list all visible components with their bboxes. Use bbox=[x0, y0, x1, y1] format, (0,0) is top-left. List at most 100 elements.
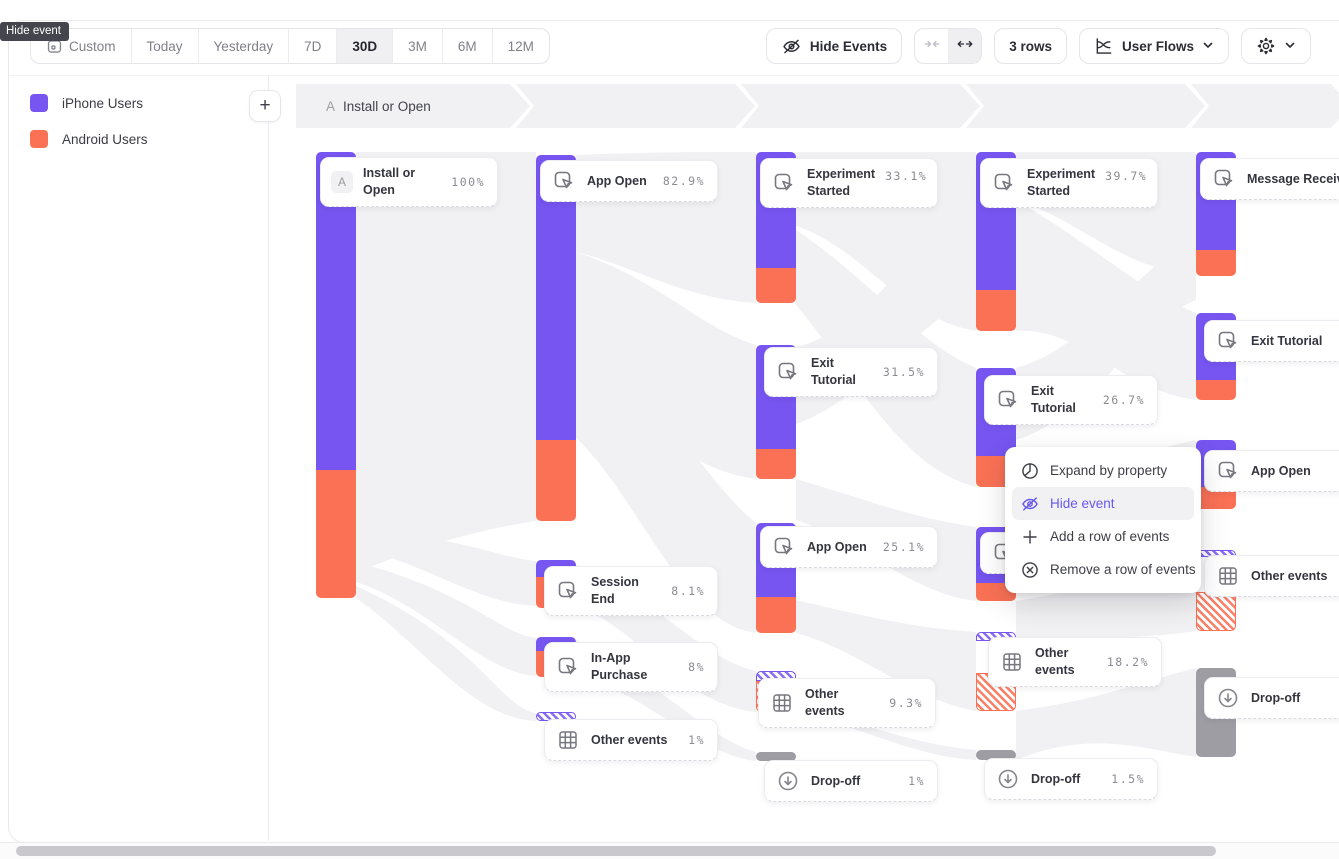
flow-bar-segment bbox=[756, 752, 796, 761]
rows-label: 3 rows bbox=[1009, 38, 1052, 54]
step-segment-1[interactable]: A Install or Open bbox=[296, 84, 530, 128]
event-card[interactable]: Exit Tutorial bbox=[1204, 320, 1339, 362]
step-segment-3[interactable] bbox=[741, 84, 980, 128]
legend-item-iphone[interactable]: iPhone Users bbox=[30, 94, 148, 112]
date-range-label: 7D bbox=[304, 38, 322, 54]
event-name: Other events bbox=[805, 687, 845, 718]
event-card[interactable]: Experiment Started 33.1% bbox=[760, 158, 938, 208]
tap-icon bbox=[555, 578, 581, 604]
event-name: Exit Tutorial bbox=[811, 356, 856, 387]
circle-x-icon bbox=[1020, 560, 1040, 580]
event-name: Drop-off bbox=[1031, 771, 1081, 786]
chevron-down-icon bbox=[1284, 39, 1296, 54]
collapse-expand-toggle bbox=[914, 28, 983, 64]
date-range-30d[interactable]: 30D bbox=[337, 29, 394, 63]
tap-icon bbox=[555, 654, 581, 680]
event-card[interactable]: Other events 18.2% bbox=[988, 637, 1162, 687]
legend: iPhone Users Android Users bbox=[30, 94, 148, 166]
date-range-3m[interactable]: 3M bbox=[393, 29, 443, 63]
date-range-label: 12M bbox=[507, 38, 534, 54]
tap-icon bbox=[775, 359, 801, 385]
sidebar-divider bbox=[268, 76, 269, 841]
date-range-label: 30D bbox=[352, 38, 378, 54]
date-range-yesterday[interactable]: Yesterday bbox=[199, 29, 290, 63]
hide-event-tooltip: Hide event bbox=[0, 22, 69, 41]
event-card[interactable]: Exit Tutorial 26.7% bbox=[984, 375, 1158, 425]
tap-icon bbox=[1215, 328, 1241, 354]
event-card[interactable]: App Open 25.1% bbox=[760, 526, 938, 568]
event-card[interactable]: Message Received bbox=[1200, 158, 1339, 200]
event-card[interactable]: In-App Purchase 8% bbox=[544, 642, 718, 692]
legend-label: iPhone Users bbox=[62, 95, 144, 111]
event-card[interactable]: App Open bbox=[1204, 450, 1339, 492]
date-range-today[interactable]: Today bbox=[132, 29, 199, 63]
chevron-down-icon bbox=[1202, 39, 1214, 54]
split-circle-icon bbox=[1020, 461, 1040, 481]
event-name: Install or Open bbox=[363, 166, 416, 197]
settings-button[interactable] bbox=[1241, 28, 1311, 64]
menu-item-add-row[interactable]: Add a row of events bbox=[1012, 520, 1194, 553]
event-card[interactable]: Experiment Started 39.7% bbox=[980, 158, 1158, 208]
flow-bar-segment bbox=[976, 290, 1016, 331]
flows-icon bbox=[1094, 36, 1114, 56]
event-name: Experiment Started bbox=[807, 167, 876, 198]
date-range-12m[interactable]: 12M bbox=[493, 29, 549, 63]
event-step-badge: A bbox=[331, 170, 353, 193]
menu-item-hide-event[interactable]: Hide event bbox=[1012, 487, 1194, 520]
view-selector[interactable]: User Flows bbox=[1078, 28, 1229, 64]
event-share: 26.7% bbox=[1102, 392, 1145, 407]
rows-button[interactable]: 3 rows bbox=[994, 28, 1067, 64]
scrollbar-thumb[interactable] bbox=[16, 846, 1216, 856]
flow-chart: A Install or Open 100% App Open 82.9% Session… bbox=[269, 76, 1339, 841]
event-card[interactable]: Drop-off bbox=[1204, 677, 1339, 719]
event-name: In-App Purchase bbox=[591, 651, 648, 682]
hide-events-button[interactable]: Hide Events bbox=[765, 28, 903, 64]
add-step-button[interactable]: + bbox=[249, 90, 281, 122]
event-share: 31.5% bbox=[882, 364, 925, 379]
event-share: 8% bbox=[688, 659, 705, 674]
date-range-6m[interactable]: 6M bbox=[443, 29, 493, 63]
step-band: A Install or Open bbox=[296, 84, 1339, 128]
step-segment-5[interactable] bbox=[1191, 84, 1339, 128]
event-card[interactable]: A Install or Open 100% bbox=[320, 157, 498, 207]
tap-icon bbox=[1211, 166, 1237, 192]
event-name: Other events bbox=[1035, 646, 1075, 677]
event-card[interactable]: Session End 8.1% bbox=[544, 566, 718, 616]
view-label: User Flows bbox=[1121, 38, 1194, 54]
event-card[interactable]: App Open 82.9% bbox=[540, 160, 718, 202]
event-name: Experiment Started bbox=[1027, 167, 1096, 198]
event-card[interactable]: Other events bbox=[1204, 555, 1339, 597]
event-name: App Open bbox=[807, 539, 867, 554]
event-share: 100% bbox=[451, 174, 485, 189]
event-card[interactable]: Drop-off 1% bbox=[764, 760, 938, 802]
date-range-7d[interactable]: 7D bbox=[289, 29, 338, 63]
tooltip-label: Hide event bbox=[6, 25, 61, 37]
event-card[interactable]: Exit Tutorial 31.5% bbox=[764, 347, 938, 397]
event-card[interactable]: Drop-off 1.5% bbox=[984, 758, 1158, 800]
dropoff-icon bbox=[775, 768, 801, 794]
collapse-columns-button[interactable] bbox=[915, 29, 948, 63]
horizontal-scrollbar[interactable] bbox=[0, 842, 1339, 859]
event-name: Exit Tutorial bbox=[1251, 333, 1323, 348]
event-share: 8.1% bbox=[671, 583, 705, 598]
step-segment-2[interactable] bbox=[516, 84, 755, 128]
step-segment-4[interactable] bbox=[966, 84, 1205, 128]
menu-item-expand-by-property[interactable]: Expand by property bbox=[1012, 454, 1194, 487]
flow-bar-segment bbox=[316, 470, 356, 598]
flow-bar-segment bbox=[756, 597, 796, 633]
menu-item-label: Hide event bbox=[1050, 496, 1115, 511]
date-range-label: Yesterday bbox=[213, 38, 274, 54]
legend-item-android[interactable]: Android Users bbox=[30, 130, 148, 148]
arrows-out-icon bbox=[956, 35, 974, 58]
flow-bar-segment bbox=[536, 155, 576, 440]
menu-item-remove-row[interactable]: Remove a row of events bbox=[1012, 553, 1196, 586]
event-card[interactable]: Other events 9.3% bbox=[758, 678, 936, 728]
tap-icon bbox=[551, 168, 577, 194]
expand-columns-button[interactable] bbox=[948, 29, 982, 63]
eye-off-icon bbox=[781, 36, 802, 57]
event-share: 18.2% bbox=[1106, 654, 1149, 669]
date-range-label: Today bbox=[146, 38, 183, 54]
event-card[interactable]: Other events 1% bbox=[544, 719, 718, 761]
grid-icon bbox=[999, 649, 1025, 675]
